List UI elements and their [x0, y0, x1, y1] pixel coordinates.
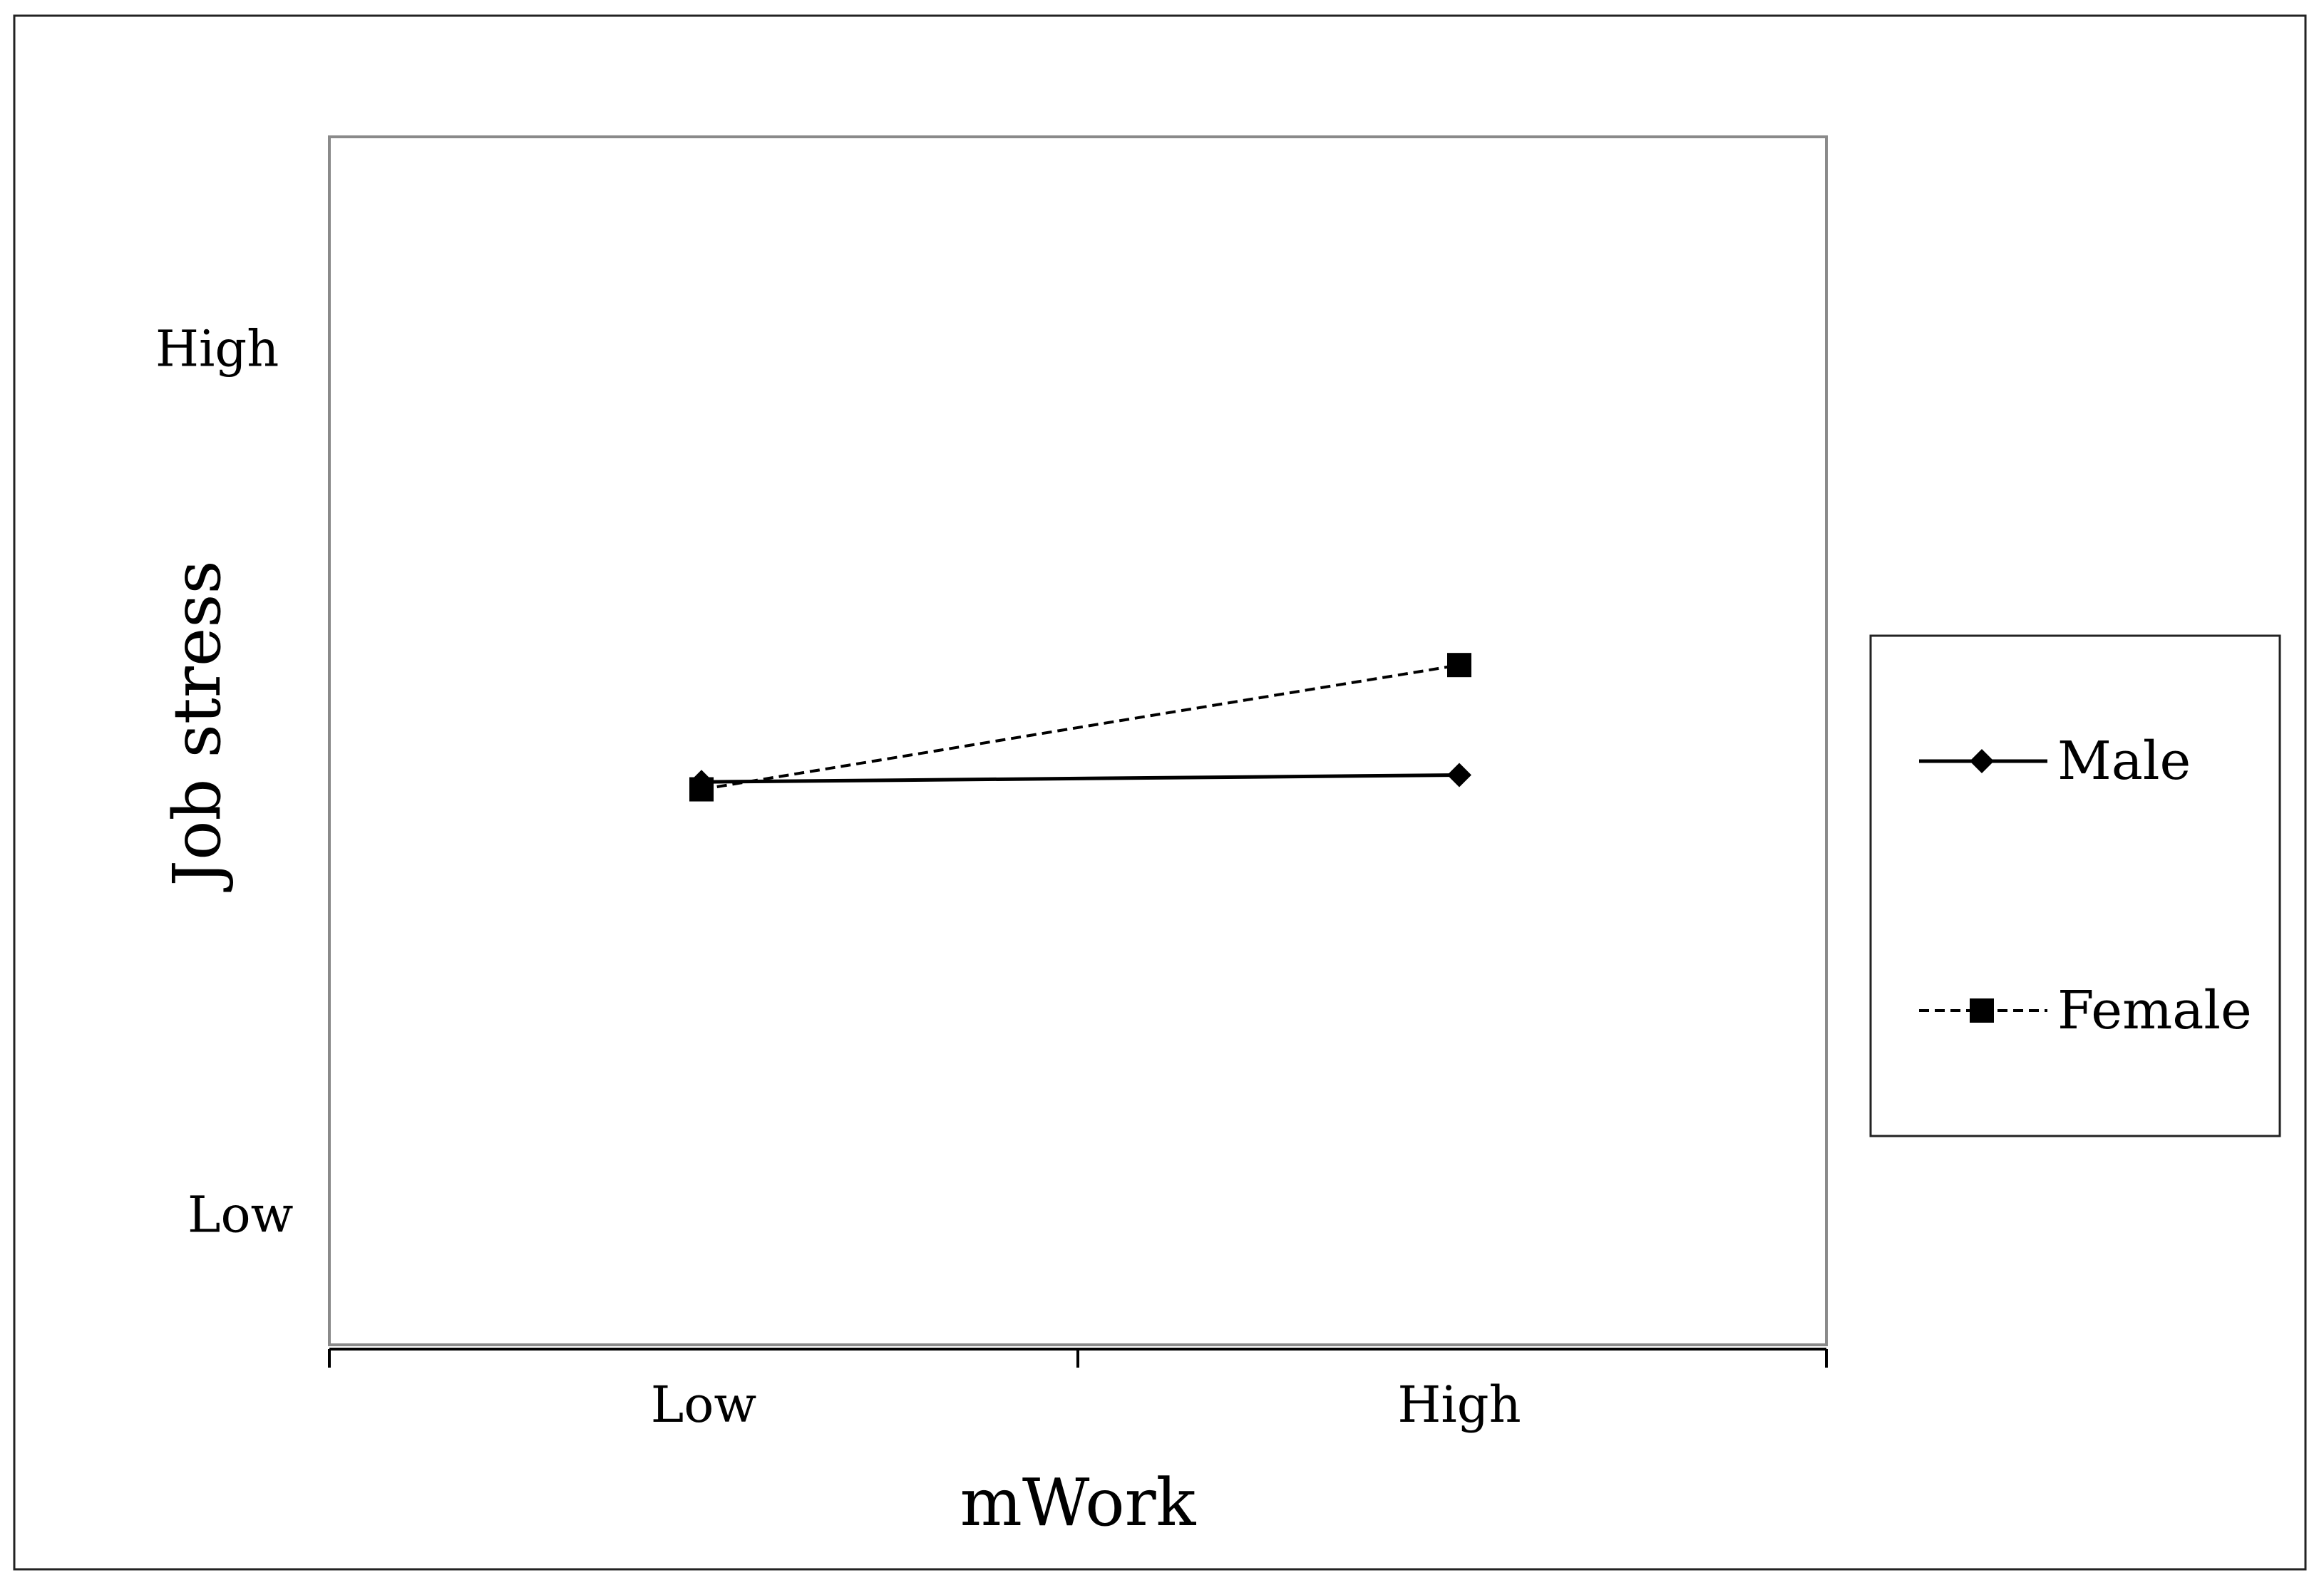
- legend-marker-female: [1970, 998, 1994, 1023]
- x-axis-ticks: [328, 1349, 1828, 1368]
- x-tick-label-high: High: [1397, 1375, 1521, 1434]
- series-line-male: [701, 773, 1460, 784]
- data-point-female-low: [689, 777, 714, 802]
- x-axis-title: mWork: [960, 1465, 1197, 1541]
- legend-label-male: Male: [2057, 730, 2191, 792]
- legend-label-female: Female: [2057, 980, 2252, 1041]
- y-axis-title: Job stress: [159, 560, 235, 892]
- x-tick-label-low: Low: [651, 1375, 757, 1434]
- data-point-female-high: [1447, 653, 1471, 678]
- legend-marker-male: [1970, 749, 1994, 773]
- plot-area: [328, 135, 1828, 1346]
- data-point-male-high: [1447, 763, 1471, 788]
- x-axis-tick-labels: Low High: [651, 1375, 1521, 1434]
- y-axis-tick-labels: High Low: [155, 320, 294, 1244]
- series-layer: [689, 653, 1471, 802]
- y-tick-label-low: Low: [187, 1186, 294, 1244]
- series-female: [689, 653, 1471, 802]
- legend-item-male: Male: [1919, 730, 2191, 792]
- series-line-female: [701, 664, 1460, 791]
- legend: Male Female: [1919, 730, 2252, 1041]
- y-tick-label-high: High: [155, 320, 279, 378]
- legend-item-female: Female: [1919, 980, 2252, 1041]
- legend-box: [1869, 634, 2281, 1137]
